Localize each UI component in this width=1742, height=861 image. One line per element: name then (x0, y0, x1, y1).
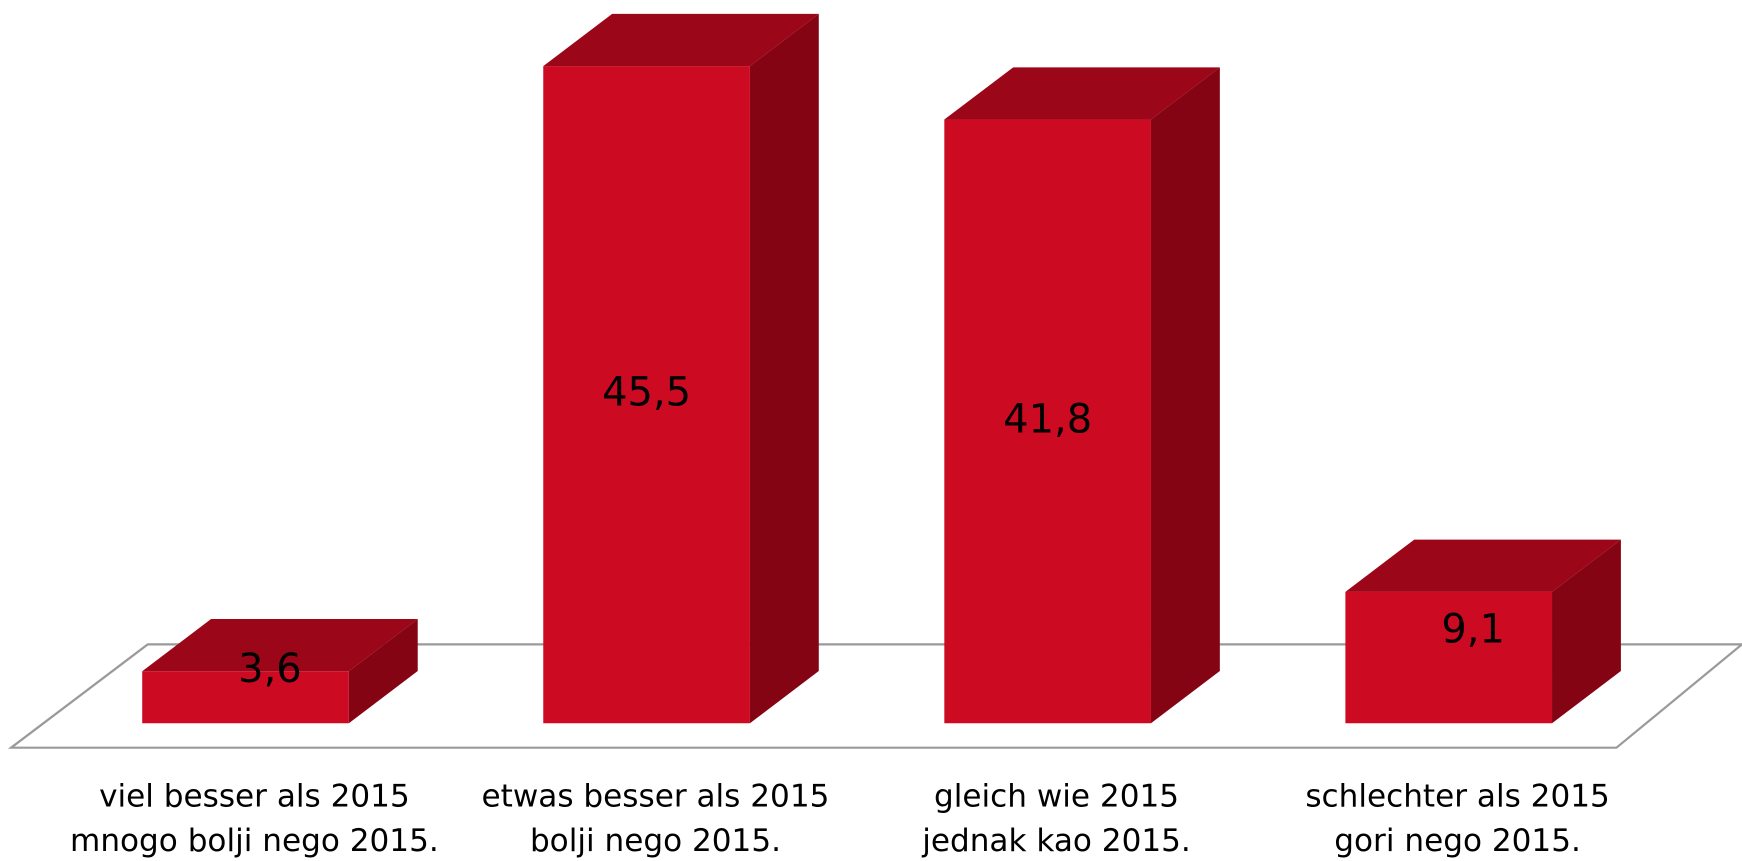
category-label: viel besser als 2015 (99, 779, 410, 815)
value-label: 9,1 (1441, 606, 1505, 652)
bar-side (1150, 67, 1220, 724)
value-label: 41,8 (1003, 396, 1092, 442)
bar-top (543, 13, 819, 67)
category-label: gori nego 2015. (1334, 823, 1581, 859)
bar (944, 119, 1151, 724)
bar-side (1552, 539, 1621, 724)
bar-side (749, 13, 819, 724)
bar (543, 66, 750, 724)
category-label: etwas besser als 2015 (482, 779, 830, 815)
category-label: schlechter als 2015 (1305, 779, 1609, 815)
category-label: mnogo bolji nego 2015. (70, 823, 439, 859)
bar (142, 671, 349, 724)
bar-top (944, 67, 1220, 120)
value-label: 3,6 (238, 646, 302, 692)
bar-top (142, 619, 418, 672)
value-label: 45,5 (602, 370, 691, 416)
category-label: gleich wie 2015 (934, 779, 1179, 815)
bar-side (348, 619, 418, 724)
bar-top (1345, 539, 1621, 592)
bar (1345, 591, 1553, 724)
category-label: bolji nego 2015. (530, 823, 781, 859)
category-label: jednak kao 2015. (921, 823, 1191, 859)
